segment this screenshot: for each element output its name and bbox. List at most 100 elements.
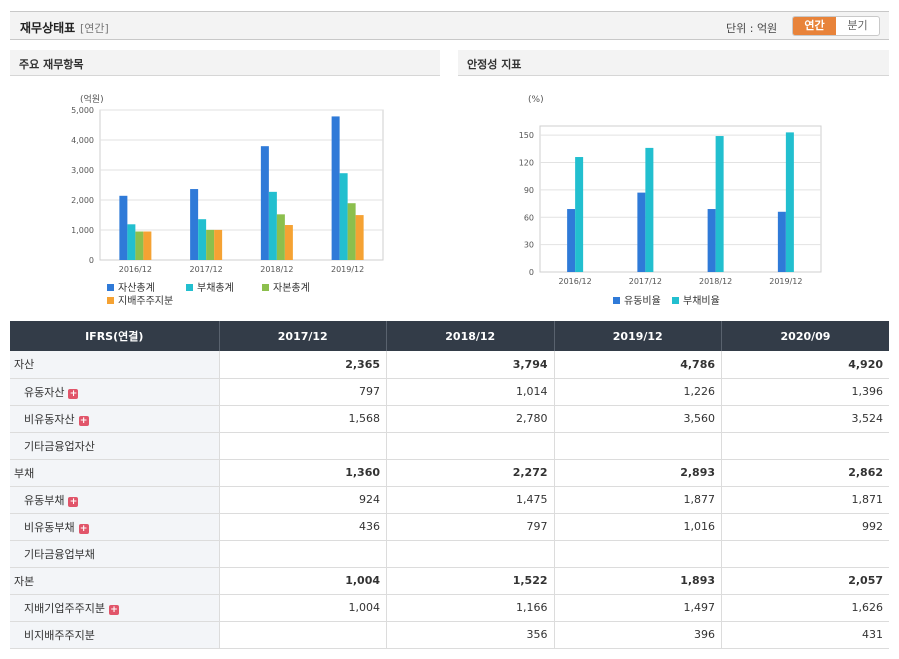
row-label: 유동부채 bbox=[24, 493, 65, 507]
value-cell: 4,920 bbox=[721, 351, 889, 379]
x-tick-label: 2016/12 bbox=[119, 265, 152, 274]
value-cell: 2,057 bbox=[721, 567, 889, 595]
value-cell: 1,016 bbox=[554, 513, 722, 541]
value-cell: 431 bbox=[721, 621, 889, 649]
value-cell: 797 bbox=[219, 378, 387, 406]
y-tick-label: 3,000 bbox=[71, 166, 94, 175]
table-row: 비유동자산 +1,568 2,780 3,560 3,524 bbox=[10, 405, 889, 433]
value-cell bbox=[219, 540, 387, 568]
expand-plus-icon[interactable]: + bbox=[68, 496, 79, 507]
y-tick-label: 120 bbox=[519, 159, 534, 168]
legend-label: 유동비율 bbox=[624, 295, 661, 307]
bar-부채비율-2019/12 bbox=[785, 132, 794, 272]
bar-부채비율-2017/12 bbox=[645, 147, 654, 272]
value-cell: 1,004 bbox=[219, 594, 387, 622]
corner-header: IFRS(연결) bbox=[10, 321, 220, 351]
expand-plus-icon[interactable]: + bbox=[108, 604, 119, 615]
bar-자산총계-2018/12 bbox=[260, 146, 269, 260]
value-cell: 1,360 bbox=[219, 459, 387, 487]
legend-label: 자산총계 bbox=[118, 282, 155, 294]
table-row: 부채 1,360 2,272 2,893 2,862 bbox=[10, 459, 889, 487]
value-cell: 1,568 bbox=[219, 405, 387, 433]
row-label: 기타금융업자산 bbox=[24, 439, 95, 453]
bar-부채비율-2016/12 bbox=[575, 157, 584, 272]
value-cell: 1,475 bbox=[386, 486, 555, 514]
value-cell: 797 bbox=[386, 513, 555, 541]
x-tick-label: 2016/12 bbox=[559, 277, 592, 286]
column-header: 2017/12 bbox=[219, 321, 387, 351]
value-cell: 1,893 bbox=[554, 567, 722, 595]
value-cell: 356 bbox=[386, 621, 555, 649]
value-cell bbox=[386, 432, 555, 460]
y-tick-label: 2,000 bbox=[71, 196, 94, 205]
value-cell: 3,524 bbox=[721, 405, 889, 433]
table-row: 비지배주주지분 356 396 431 bbox=[10, 621, 889, 649]
bar-자본총계-2017/12 bbox=[206, 229, 215, 260]
legend-swatch bbox=[107, 297, 114, 304]
value-cell bbox=[219, 621, 387, 649]
expand-plus-icon[interactable]: + bbox=[68, 388, 79, 399]
bar-부채총계-2017/12 bbox=[198, 219, 207, 260]
y-tick-label: 30 bbox=[524, 241, 534, 250]
legend-swatch bbox=[186, 284, 193, 291]
table-header-row: IFRS(연결) 2017/12 2018/12 2019/12 2020/09 bbox=[10, 321, 889, 351]
financial-items-panel-header: 주요 재무항목 bbox=[10, 50, 440, 76]
stability-title: 안정성 지표 bbox=[467, 58, 522, 71]
financial-items-chart: (억원) 0 1,000 2,000 3,000 4,000 5,000 2016/12 201… bbox=[71, 93, 384, 307]
x-tick-label: 2018/12 bbox=[260, 265, 293, 274]
value-cell: 2,780 bbox=[386, 405, 555, 433]
bar-자산총계-2016/12 bbox=[119, 195, 128, 260]
row-label: 자본 bbox=[14, 574, 35, 588]
row-label-cell: 유동자산 + bbox=[10, 378, 220, 406]
value-cell: 1,396 bbox=[721, 378, 889, 406]
column-header: 2020/09 bbox=[721, 321, 889, 351]
value-cell: 992 bbox=[721, 513, 889, 541]
value-cell: 2,893 bbox=[554, 459, 722, 487]
row-label-cell: 부채 bbox=[10, 459, 220, 487]
toggle-quarter-button[interactable]: 분기 bbox=[847, 19, 868, 32]
value-cell: 1,226 bbox=[554, 378, 722, 406]
row-label: 비유동자산 bbox=[24, 412, 75, 426]
unit-label: 단위 : 억원 bbox=[726, 22, 778, 35]
bar-유동비율-2016/12 bbox=[567, 209, 576, 272]
expand-plus-icon[interactable]: + bbox=[78, 523, 89, 534]
column-header: 2018/12 bbox=[386, 321, 555, 351]
row-label: 비유동부채 bbox=[24, 520, 75, 534]
row-label-cell: 지배기업주주지분 + bbox=[10, 594, 220, 622]
legend-label: 지배주주지분 bbox=[118, 295, 173, 307]
bar-부채총계-2019/12 bbox=[339, 173, 348, 260]
table-row: 기타금융업자산 bbox=[10, 432, 889, 460]
bar-자본총계-2016/12 bbox=[135, 231, 144, 260]
table-row: 지배기업주주지분 +1,004 1,166 1,497 1,626 bbox=[10, 594, 889, 622]
table-row: 유동부채 +924 1,475 1,877 1,871 bbox=[10, 486, 889, 514]
value-cell: 1,871 bbox=[721, 486, 889, 514]
table-body: 자산 2,365 3,794 4,786 4,920 유동자산 +797 1,014 1,226… bbox=[10, 351, 889, 649]
value-cell: 1,004 bbox=[219, 567, 387, 595]
row-label-cell: 비유동자산 + bbox=[10, 405, 220, 433]
row-label: 유동자산 bbox=[24, 385, 65, 399]
balance-sheet-table: IFRS(연결) 2017/12 2018/12 2019/12 2020/09… bbox=[10, 321, 889, 649]
value-cell: 1,014 bbox=[386, 378, 555, 406]
value-cell: 436 bbox=[219, 513, 387, 541]
bar-자산총계-2017/12 bbox=[190, 189, 199, 260]
bar-지배주주지분-2019/12 bbox=[355, 215, 364, 260]
toggle-annual-button[interactable]: 연간 bbox=[793, 17, 836, 35]
bar-지배주주지분-2018/12 bbox=[284, 225, 293, 260]
y-tick-label: 0 bbox=[529, 268, 534, 277]
value-cell: 4,786 bbox=[554, 351, 722, 379]
legend-swatch bbox=[107, 284, 114, 291]
bar-유동비율-2019/12 bbox=[777, 211, 786, 272]
value-cell: 3,794 bbox=[386, 351, 555, 379]
page-title: 재무상태표 bbox=[20, 21, 76, 35]
y-tick-label: 1,000 bbox=[71, 226, 94, 235]
value-cell bbox=[386, 540, 555, 568]
x-tick-label: 2019/12 bbox=[769, 277, 802, 286]
financial-items-title: 주요 재무항목 bbox=[19, 58, 84, 71]
value-cell: 1,497 bbox=[554, 594, 722, 622]
row-label-cell: 자본 bbox=[10, 567, 220, 595]
y-tick-label: 90 bbox=[524, 186, 534, 195]
expand-plus-icon[interactable]: + bbox=[78, 415, 89, 426]
value-cell bbox=[219, 432, 387, 460]
value-cell bbox=[554, 540, 722, 568]
value-cell: 924 bbox=[219, 486, 387, 514]
